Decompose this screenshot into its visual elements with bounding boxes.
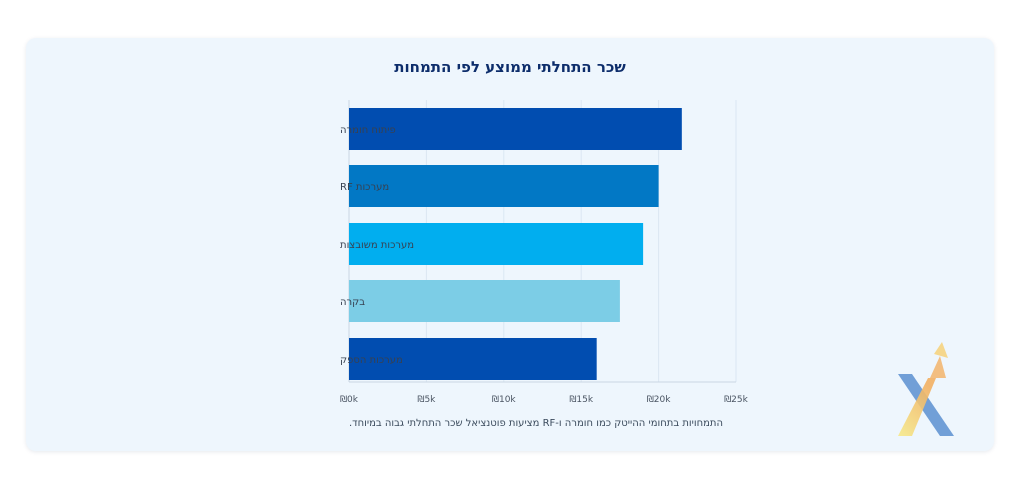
x-arrow-logo-icon [898,342,954,436]
bar-chart: ₪0k ₪5k ₪10k ₪15k ₪20k ₪25k פיתוח חומרה מערכות … [340,100,749,405]
bar [349,108,682,150]
y-category-label: מערכות RF [340,182,389,193]
x-tick-label: ₪0k [340,395,359,405]
bar-layer [349,108,682,380]
bar [349,223,644,265]
label-layer: ₪0k ₪5k ₪10k ₪15k ₪20k ₪25k פיתוח חומרה מערכות … [340,125,749,405]
y-category-label: מערכות משובצות [340,240,414,251]
chart-title: שכר התחלתי ממוצע לפי התמחות [394,58,626,76]
x-tick-label: ₪15k [569,395,594,405]
y-category-label: מערכות הספק [340,355,403,366]
chart-caption: התמחויות בתחומי ההייטק כמו חומרה ו-RF מצ… [348,418,724,429]
x-tick-label: ₪5k [417,395,436,405]
x-tick-label: ₪25k [724,395,749,405]
chart-card: שכר התחלתי ממוצע לפי התמחות ₪0k ₪5k ₪10k ₪1… [26,38,994,451]
y-category-label: פיתוח חומרה [340,125,396,136]
y-category-label: בקרה [340,297,365,308]
bar [349,165,659,207]
bar [349,280,620,322]
bar [349,338,597,380]
x-tick-label: ₪10k [492,395,517,405]
x-tick-label: ₪20k [647,395,672,405]
